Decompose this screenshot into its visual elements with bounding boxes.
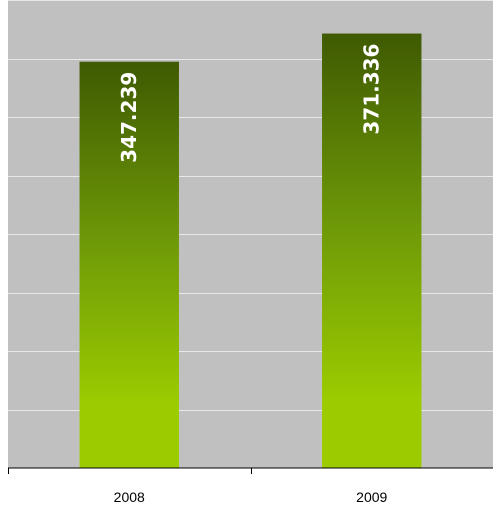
data-label-2009: 371.336 [360,44,384,135]
data-label-2008: 347.239 [117,72,141,163]
x-tick-label-2009: 2009 [356,489,387,505]
bar-2008 [79,61,179,468]
bars [79,33,422,469]
x-axis-ticks: 2008 2009 [8,468,388,505]
data-labels: 347.239 371.336 [117,44,384,163]
x-tick-label-2008: 2008 [114,489,145,505]
bar-2009 [322,33,422,469]
